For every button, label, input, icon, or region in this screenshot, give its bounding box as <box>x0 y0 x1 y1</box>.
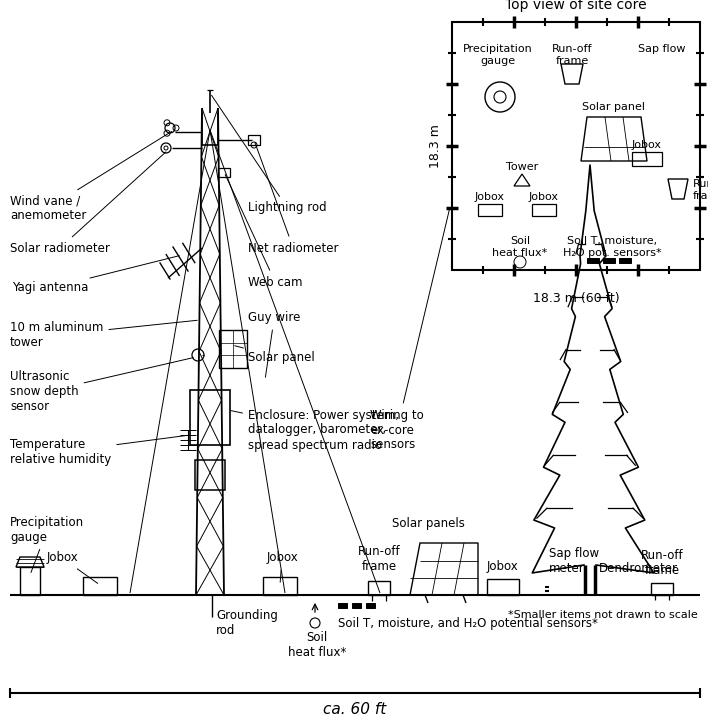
Text: 18.3 m (60 ft): 18.3 m (60 ft) <box>532 292 620 305</box>
Bar <box>368 581 390 595</box>
Text: Jobox: Jobox <box>632 140 662 150</box>
Text: Web cam: Web cam <box>225 174 302 289</box>
Text: 10 m aluminum
tower: 10 m aluminum tower <box>10 320 198 349</box>
Text: Temperature
relative humidity: Temperature relative humidity <box>10 436 187 466</box>
Text: Run-off
frame: Run-off frame <box>641 549 683 577</box>
Bar <box>452 22 700 270</box>
Text: Run-off
frame: Run-off frame <box>693 179 708 201</box>
Text: Dendrometer: Dendrometer <box>598 562 678 575</box>
Bar <box>20 567 40 595</box>
Text: 18.3 m: 18.3 m <box>429 124 442 168</box>
Text: Sap flow: Sap flow <box>638 44 686 54</box>
Text: Soil T, moisture, and H₂O potential sensors*: Soil T, moisture, and H₂O potential sens… <box>338 617 598 630</box>
Bar <box>632 152 662 166</box>
Text: Solar radiometer: Solar radiometer <box>10 152 166 254</box>
Text: Ultrasonic
snow depth
sensor: Ultrasonic snow depth sensor <box>10 358 193 413</box>
Text: Run-off
frame: Run-off frame <box>552 44 593 66</box>
Text: Jobox: Jobox <box>475 192 505 202</box>
Bar <box>190 390 230 445</box>
Text: Precipitation
gauge: Precipitation gauge <box>10 516 84 572</box>
Text: Guy wire: Guy wire <box>248 312 300 377</box>
Bar <box>651 583 673 595</box>
Text: *Smaller items not drawn to scale: *Smaller items not drawn to scale <box>508 610 698 620</box>
Text: Tower: Tower <box>506 162 538 172</box>
Bar <box>487 579 519 595</box>
Text: Lightning rod: Lightning rod <box>212 95 326 215</box>
Bar <box>219 330 247 368</box>
Text: Jobox: Jobox <box>46 552 98 583</box>
Bar <box>195 460 225 490</box>
Bar <box>532 204 556 216</box>
Text: Soil T, moisture,
H₂O pot. sensors*: Soil T, moisture, H₂O pot. sensors* <box>563 236 661 258</box>
Text: Sap flow
meter: Sap flow meter <box>549 547 599 575</box>
Text: Wind vane /
anemometer: Wind vane / anemometer <box>10 132 171 222</box>
Text: Top view of site core: Top view of site core <box>506 0 647 12</box>
Text: Solar panels: Solar panels <box>392 517 464 530</box>
Bar <box>366 603 375 608</box>
Text: Jobox: Jobox <box>529 192 559 202</box>
Text: ca. 60 ft: ca. 60 ft <box>324 703 387 718</box>
Bar <box>619 258 631 263</box>
Text: Enclosure: Power system,
datalogger, barometer,
spread spectrum radio: Enclosure: Power system, datalogger, bar… <box>231 408 399 451</box>
Bar <box>587 258 599 263</box>
Bar <box>603 258 615 263</box>
Text: Solar panel: Solar panel <box>583 102 646 112</box>
Bar <box>478 204 502 216</box>
Bar <box>218 168 230 177</box>
Text: Jobox: Jobox <box>266 552 298 582</box>
Text: Wiring to
ex-core
sensors: Wiring to ex-core sensors <box>370 210 450 451</box>
Bar <box>352 603 361 608</box>
Bar <box>248 135 260 145</box>
Text: Jobox: Jobox <box>487 560 519 573</box>
Text: Solar panel: Solar panel <box>234 346 315 364</box>
Text: Yagi antenna: Yagi antenna <box>12 256 179 294</box>
Text: Run-off
frame: Run-off frame <box>358 545 400 573</box>
Bar <box>83 577 117 595</box>
Bar <box>263 577 297 595</box>
Text: Soil
heat flux*: Soil heat flux* <box>288 631 346 659</box>
Text: Net radiometer: Net radiometer <box>248 143 338 254</box>
Text: Precipitation
gauge: Precipitation gauge <box>463 44 533 66</box>
Text: Soil
heat flux*: Soil heat flux* <box>492 236 547 258</box>
Bar <box>338 603 347 608</box>
Text: Grounding
rod: Grounding rod <box>216 609 278 637</box>
